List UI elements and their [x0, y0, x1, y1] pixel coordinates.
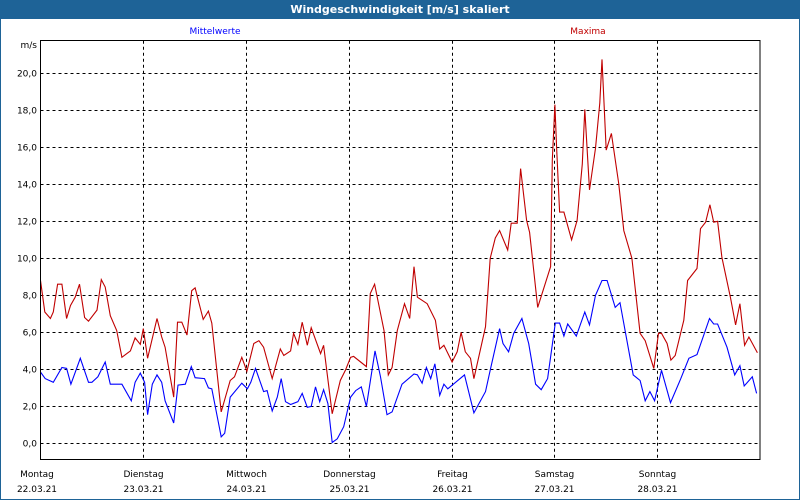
x-tick-date: 26.03.21 [432, 485, 472, 495]
x-tick-day: Donnerstag [323, 470, 376, 480]
y-tick-label: 16,0 [17, 144, 37, 154]
axis-labels: 0,0 2,0 4,0 6,0 8,0 10,0 12,0 14,0 16,0 18,0 20,0 M… [17, 70, 678, 496]
series-line-mittelwerte [40, 279, 758, 444]
x-tick-day: Sonntag [639, 470, 676, 480]
x-tick-date: 22.03.21 [17, 485, 57, 495]
x-tick-day: Montag [20, 470, 54, 480]
y-tick-label: 12,0 [17, 218, 37, 228]
y-tick-label: 20,0 [17, 70, 37, 80]
y-tick-label: 14,0 [17, 181, 37, 191]
y-tick-label: 8,0 [23, 292, 38, 302]
x-tick-day: Mittwoch [226, 470, 267, 480]
legend-mittelwerte: Mittelwerte [189, 27, 240, 37]
y-tick-label: 0,0 [23, 440, 38, 450]
x-tick-date: 24.03.21 [226, 485, 266, 495]
plot-frame [40, 40, 761, 460]
x-tick-day: Dienstag [123, 470, 163, 480]
chart-title: Windgeschwindigkeit [m/s] skaliert [1, 1, 799, 19]
y-tick-label: 18,0 [17, 107, 37, 117]
legend-maxima: Maxima [570, 27, 605, 37]
x-tick-day: Samstag [535, 470, 574, 480]
x-tick-date: 23.03.21 [123, 485, 163, 495]
x-tick-date: 28.03.21 [637, 485, 677, 495]
series-line-maxima [39, 59, 758, 414]
x-tick-date: 27.03.21 [534, 485, 574, 495]
y-axis-unit: m/s [21, 41, 38, 51]
x-tick-day: Freitag [437, 470, 468, 480]
series-lines [39, 59, 758, 444]
y-tick-label: 10,0 [17, 255, 37, 265]
y-tick-label: 4,0 [23, 366, 38, 376]
y-tick-label: 2,0 [23, 403, 38, 413]
x-tick-date: 25.03.21 [329, 485, 369, 495]
y-tick-label: 6,0 [23, 329, 38, 339]
